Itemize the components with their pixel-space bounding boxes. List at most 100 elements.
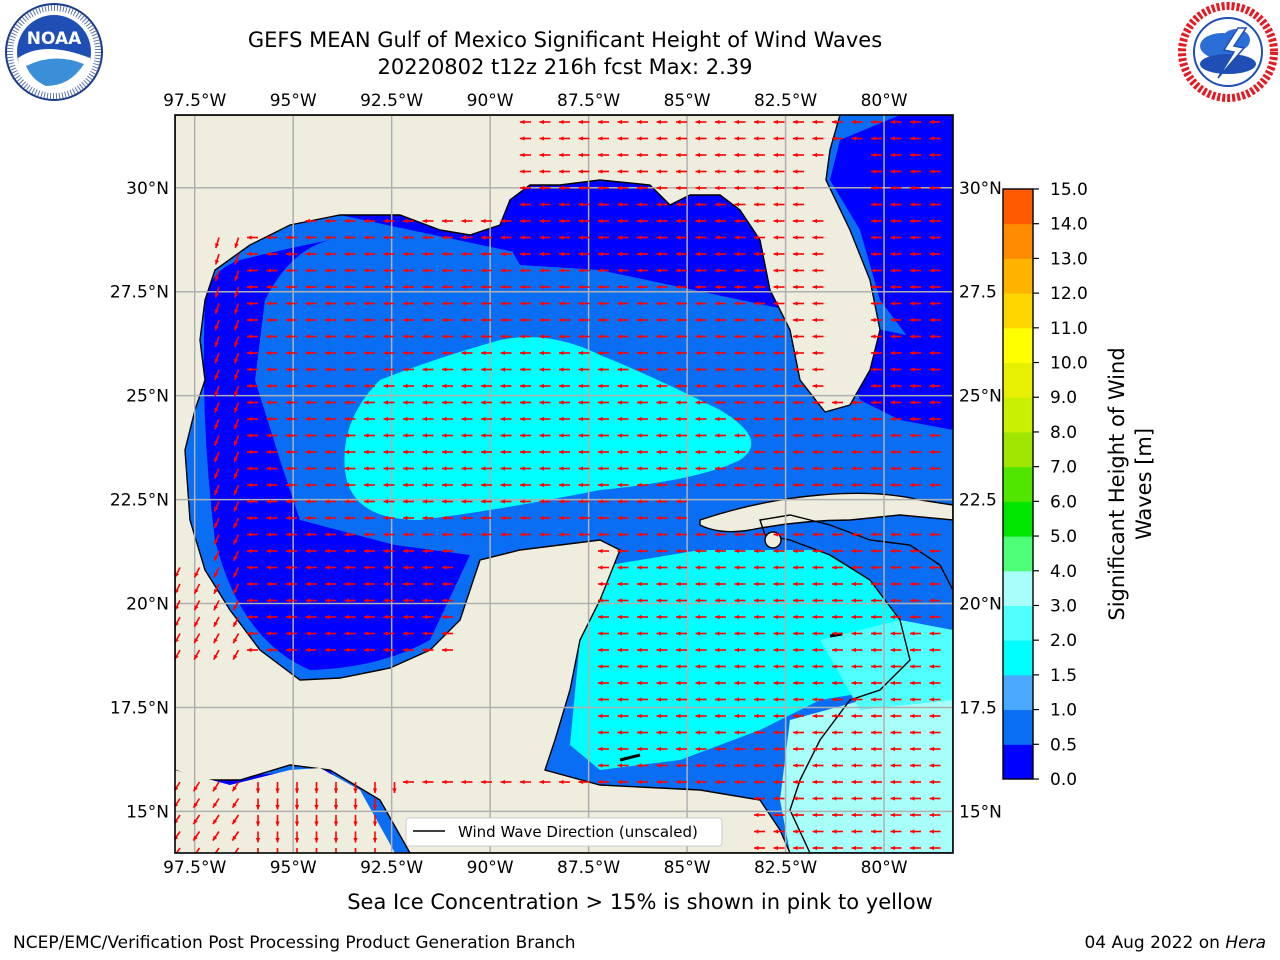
wave-arrow-head <box>871 664 876 669</box>
wave-arrow-head <box>656 763 662 768</box>
wave-arrow-head <box>910 598 915 603</box>
wave-arrow-head <box>832 548 837 554</box>
wave-arrow-head <box>617 433 623 438</box>
wave-arrow-head <box>364 350 369 356</box>
wave-arrow-head <box>871 763 876 768</box>
wave-arrow-head <box>890 284 896 290</box>
wave-arrow-head <box>734 631 740 636</box>
wave-arrow-head <box>851 581 857 587</box>
wave-arrow-head <box>929 119 935 125</box>
lat-axis-left: 30°N 27.5°N 25°N 22.5°N 20°N 17.5°N 15°N <box>110 179 169 823</box>
wave-arrow-head <box>213 605 218 611</box>
wave-arrow-head <box>617 664 623 669</box>
wave-arrow-head <box>715 251 720 257</box>
wave-arrow-head <box>520 317 525 323</box>
wave-arrow-head <box>676 631 681 636</box>
wave-arrow-head <box>812 400 818 405</box>
wave-arrow-head <box>325 334 330 339</box>
wave-arrow-head <box>305 268 311 273</box>
wave-arrow-head <box>247 482 252 488</box>
wave-arrow-head <box>715 202 720 207</box>
wave-arrow-head <box>247 515 252 521</box>
wave-arrow-head <box>773 284 779 290</box>
wave-arrow-head <box>383 218 389 224</box>
wave-arrow-head <box>851 466 857 471</box>
wave-arrow-head <box>793 730 798 735</box>
wave-arrow-head <box>372 804 378 810</box>
wave-arrow-head <box>500 779 506 785</box>
wave-arrow-head <box>305 581 311 587</box>
wave-arrow-head <box>832 631 837 636</box>
wave-arrow-head <box>481 499 486 504</box>
colorbar-frame <box>1002 188 1034 780</box>
wave-arrow-head <box>715 631 720 636</box>
wave-arrow-head <box>598 383 603 389</box>
colorbar-tick-label: 2.0 <box>1050 631 1077 651</box>
wave-arrow-head <box>793 845 798 851</box>
wave-arrow-head <box>266 647 272 653</box>
wave-arrow-head <box>286 433 291 438</box>
wave-arrow-head <box>637 499 642 504</box>
wave-arrow-head <box>598 317 603 323</box>
wave-arrow-head <box>481 334 486 339</box>
wave-arrow-head <box>929 334 935 339</box>
wave-arrow-head <box>695 185 701 191</box>
wave-arrow-head <box>383 284 389 290</box>
wave-arrow-head <box>637 664 642 669</box>
wave-arrow-head <box>247 499 252 504</box>
wave-arrow-head <box>734 697 740 702</box>
wave-arrow-head <box>754 169 759 174</box>
wave-arrow-head <box>734 317 740 323</box>
wave-arrow-head <box>871 532 876 537</box>
wave-arrow-head <box>442 251 447 257</box>
wave-arrow-head <box>213 786 218 792</box>
wave-arrow-head <box>656 119 662 125</box>
wave-arrow-head <box>812 713 818 719</box>
wave-arrow-head <box>539 218 545 224</box>
wave-arrow-head <box>734 680 740 686</box>
wave-arrow-head <box>403 400 408 405</box>
wave-arrow-head <box>734 416 740 422</box>
wave-arrow-head <box>383 482 389 488</box>
wave-arrow-head <box>929 631 935 636</box>
wave-arrow-head <box>344 548 350 554</box>
wave-arrow-head <box>793 416 798 422</box>
wave-arrow-head <box>598 482 603 488</box>
wave-arrow-head <box>598 598 603 603</box>
wave-arrow-head <box>364 565 369 570</box>
wave-arrow-head <box>234 308 239 314</box>
wave-arrow-head <box>637 235 642 240</box>
wave-arrow-head <box>442 334 447 339</box>
wave-arrow-head <box>617 449 623 455</box>
wave-arrow-head <box>637 152 642 158</box>
wave-arrow-head <box>812 763 818 768</box>
map-frame <box>174 114 954 854</box>
wave-arrow-head <box>773 664 779 669</box>
wave-arrow-head <box>481 433 486 438</box>
wave-arrow-head <box>637 515 642 521</box>
wave-arrow-head <box>383 515 389 521</box>
wave-arrow-head <box>194 621 199 627</box>
wave-arrow-head <box>520 482 525 488</box>
wave-arrow-head <box>578 466 584 471</box>
wave-arrow-head <box>214 341 219 347</box>
wave-arrow-head <box>929 400 935 405</box>
wave-arrow-head <box>520 218 525 224</box>
wave-arrow-head <box>793 779 798 785</box>
wave-arrow-head <box>214 391 219 397</box>
wave-arrow-head <box>656 746 662 752</box>
wave-arrow-head <box>500 449 506 455</box>
lon-tick-label-top: 95°W <box>270 91 317 111</box>
wave-arrow-head <box>851 416 857 422</box>
wave-arrow-head <box>461 433 467 438</box>
wave-arrow-head <box>890 697 896 702</box>
lat-axis-right: 30°N 27.5 25°N 22.5 20°N 17.5 15°N <box>959 179 1002 823</box>
wave-arrow-head <box>929 812 935 818</box>
wave-arrow-head <box>793 581 798 587</box>
wave-arrow-head <box>461 301 467 306</box>
wave-arrow-head <box>617 152 623 158</box>
wave-arrow-head <box>890 614 896 620</box>
wave-arrow-head <box>598 680 603 686</box>
wave-arrow-head <box>520 152 525 158</box>
wave-arrow-head <box>325 251 330 257</box>
